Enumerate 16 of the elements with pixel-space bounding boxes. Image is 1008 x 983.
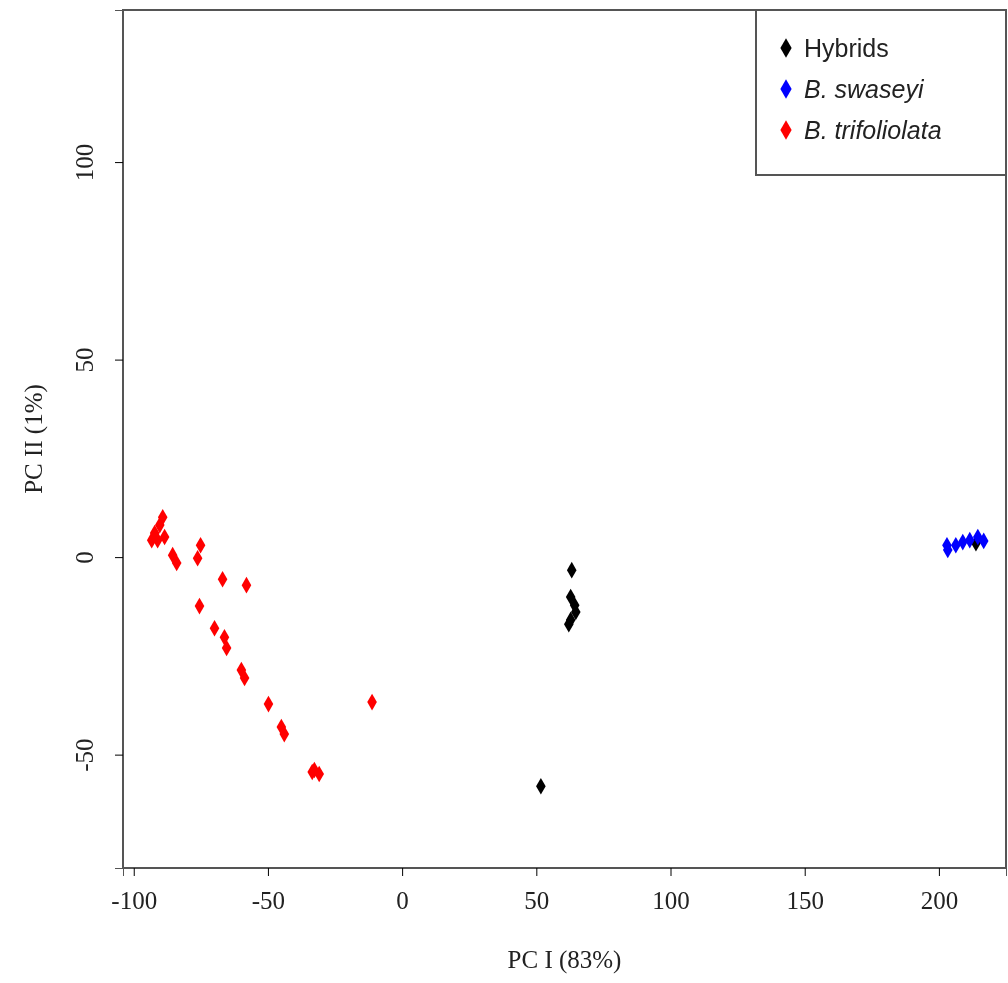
y-axis-title: PC II (1%) xyxy=(20,384,48,494)
y-tick-label: 100 xyxy=(71,143,98,182)
x-tick-label: -50 xyxy=(251,887,286,914)
x-tick-label: 50 xyxy=(524,887,550,914)
y-tick-label: 0 xyxy=(71,551,98,564)
x-tick-label: -100 xyxy=(111,887,158,914)
y-tick-label: 50 xyxy=(71,347,98,373)
x-tick-label: 150 xyxy=(786,887,824,914)
y-tick-label: -50 xyxy=(71,738,98,772)
x-tick-label: 0 xyxy=(396,887,409,914)
legend-label: B. trifoliolata xyxy=(804,116,942,144)
x-tick-label: 200 xyxy=(920,887,959,914)
legend-label: Hybrids xyxy=(804,34,889,62)
x-tick-label: 100 xyxy=(652,887,690,914)
x-axis-title: PC I (83%) xyxy=(507,946,622,974)
legend-label: B. swaseyi xyxy=(804,75,925,103)
